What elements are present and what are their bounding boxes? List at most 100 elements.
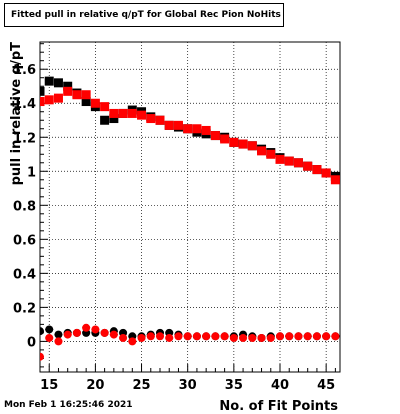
data-point-circle [174, 332, 183, 341]
data-point-square [109, 108, 119, 118]
data-point-square [192, 124, 202, 134]
data-point-circle [54, 330, 63, 339]
x-tick-label: 35 [225, 378, 243, 393]
data-point-square [72, 90, 82, 100]
data-point-circle [82, 323, 91, 332]
data-point-square [210, 131, 220, 141]
grid [40, 42, 340, 372]
data-point-circle [72, 328, 81, 337]
data-point-circle [192, 332, 201, 341]
data-point-circle [63, 330, 72, 339]
data-point-circle [45, 333, 54, 342]
data-point-circle [239, 333, 248, 342]
data-point-square [63, 81, 73, 91]
data-point-circle [248, 333, 257, 342]
data-point-square [81, 97, 91, 107]
data-point-circle [294, 332, 303, 341]
data-point-circle [257, 333, 266, 342]
data-point-square [303, 161, 313, 171]
y-tick-label: 0.2 [13, 301, 36, 316]
y-tick-label: 0 [27, 335, 36, 350]
data-point-circle [312, 332, 321, 341]
data-point-square [293, 158, 303, 168]
data-point-circle [331, 332, 340, 341]
data-point-square [40, 86, 45, 96]
data-point-circle [45, 325, 54, 334]
timestamp: Mon Feb 1 16:25:46 2021 [4, 400, 133, 410]
data-marks [40, 76, 340, 361]
data-point-circle [322, 332, 331, 341]
data-point-circle [146, 332, 155, 341]
data-point-circle [303, 332, 312, 341]
data-point-circle [285, 332, 294, 341]
data-point-square [137, 110, 147, 120]
data-point-circle [229, 333, 238, 342]
data-point-square [118, 108, 128, 118]
y-tick-label: 0.8 [13, 199, 36, 214]
data-point-circle [220, 332, 229, 341]
data-point-square [109, 114, 119, 124]
data-point-square [183, 124, 193, 134]
x-tick-label: 45 [317, 378, 335, 393]
data-point-square [312, 165, 322, 175]
x-tick-label: 15 [40, 378, 58, 393]
data-point-square [330, 175, 340, 185]
data-point-square [81, 90, 91, 100]
data-point-circle [109, 330, 118, 339]
data-point-square [100, 102, 110, 112]
data-point-square [275, 154, 285, 164]
data-point-circle [165, 333, 174, 342]
y-tick-label: 1.4 [13, 97, 36, 112]
data-point-circle [276, 332, 284, 341]
data-point-circle [137, 333, 146, 342]
data-point-square [247, 141, 257, 151]
data-point-square [257, 146, 267, 156]
data-point-square [155, 115, 165, 125]
x-axis-label: No. of Fit Points [219, 399, 338, 414]
data-point-square [321, 168, 331, 178]
y-tick-label: 0.4 [13, 267, 36, 282]
data-point-circle [119, 333, 128, 342]
data-point-circle [202, 332, 211, 341]
data-point-square [44, 95, 54, 105]
data-point-square [284, 156, 294, 166]
chart-title: Fitted pull in relative q/pT for Global … [4, 3, 284, 27]
data-point-circle [266, 333, 275, 342]
data-point-square [53, 78, 63, 88]
data-point-square [90, 98, 100, 108]
data-point-circle [91, 325, 100, 334]
axes: 15 20 25 30 35 40 45 0 0.2 0.4 0.6 0.8 1 1.2 1.4 1.6 [13, 43, 336, 393]
data-point-square [164, 120, 174, 130]
data-point-square [266, 149, 276, 159]
data-point-circle [211, 332, 220, 341]
data-point-circle [54, 337, 63, 346]
x-tick-label: 30 [179, 378, 197, 393]
data-point-circle [40, 352, 44, 361]
data-point-square [201, 125, 211, 135]
data-point-circle [100, 328, 109, 337]
data-point-square [146, 114, 156, 124]
data-point-circle [183, 332, 192, 341]
data-point-circle [40, 327, 44, 336]
y-axis-label: pull in relative q/pT [9, 42, 24, 186]
y-tick-label: 1.6 [13, 63, 36, 78]
data-point-square [44, 76, 54, 86]
y-tick-label: 1 [27, 165, 36, 180]
data-point-square [238, 139, 248, 149]
data-point-square [220, 134, 230, 144]
y-tick-label: 1.2 [13, 131, 36, 146]
data-point-square [63, 86, 73, 96]
data-point-square [173, 120, 183, 130]
x-tick-label: 25 [132, 378, 150, 393]
data-point-circle [128, 337, 137, 346]
data-point-square [53, 93, 63, 103]
y-tick-label: 0.6 [13, 233, 36, 248]
data-point-square [40, 97, 45, 107]
data-point-square [100, 115, 110, 125]
x-tick-label: 40 [271, 378, 289, 393]
data-point-circle [156, 332, 164, 341]
data-point-square [127, 108, 137, 118]
x-tick-label: 20 [86, 378, 104, 393]
data-point-square [229, 137, 239, 147]
